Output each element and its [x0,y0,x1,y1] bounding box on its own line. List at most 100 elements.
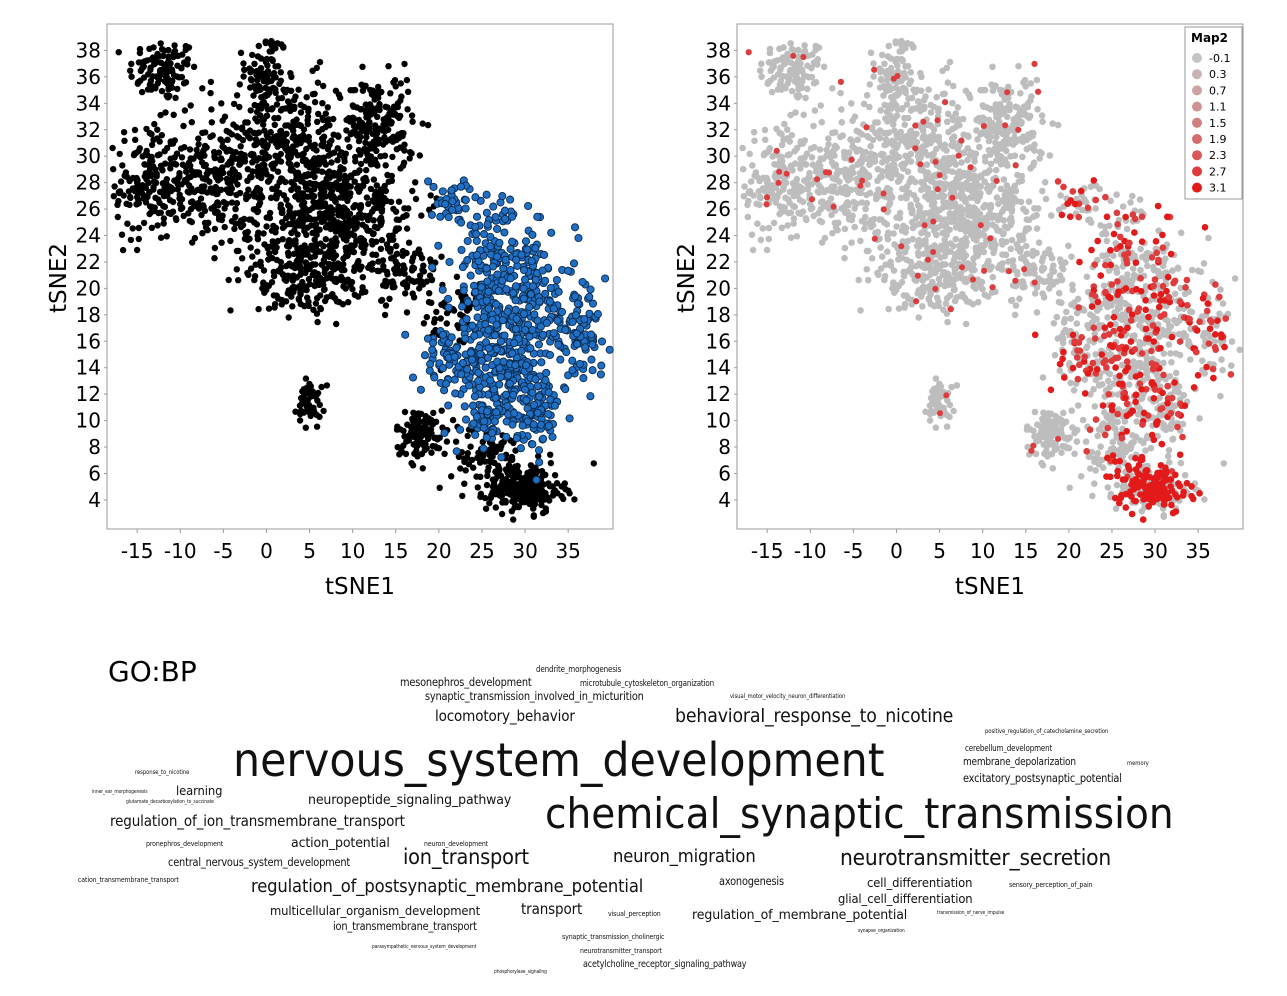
point-selected [480,417,489,426]
point-background [278,296,285,304]
point-background [425,426,432,433]
point-background [221,113,229,120]
point-background [206,178,213,185]
point-background [146,45,153,52]
point-background [410,265,418,272]
point-low-expression [943,118,951,126]
point-background [378,208,385,215]
point-selected [541,376,550,385]
point-background [338,273,345,281]
point-low-expression [753,173,761,181]
point-low-expression [1003,113,1011,121]
point-low-expression [986,120,994,127]
point-background [287,167,294,174]
point-low-expression [808,154,816,161]
point-low-expression [841,225,849,233]
point-background [279,271,286,278]
point-selected [506,274,515,283]
point-background [361,177,368,184]
point-selected [447,186,456,195]
point-selected [484,287,493,296]
point-background [135,224,142,232]
point-background [305,275,313,283]
point-background [443,438,451,445]
point-background [292,137,299,144]
point-background [438,253,445,260]
point-selected [568,356,577,365]
point-selected [578,277,587,287]
point-low-expression [1016,136,1024,144]
point-selected [471,430,480,439]
point-background [190,155,197,162]
point-low-expression [848,216,856,224]
point-background [280,86,287,93]
point-background [539,472,546,480]
point-selected [531,244,540,253]
point-background [255,155,263,162]
point-background [274,155,282,162]
point-background [325,116,332,123]
point-low-expression [848,100,855,107]
point-background [341,266,348,274]
point-low-expression [841,244,849,252]
point-background [492,504,499,511]
point-background [404,106,411,113]
point-low-expression [825,135,832,142]
point-low-expression [907,201,915,209]
point-background [394,443,401,451]
point-low-expression [1041,179,1049,186]
point-selected [458,358,467,368]
point-background [448,473,455,480]
point-selected [508,237,517,246]
point-background [181,177,188,184]
point-background [247,265,255,272]
point-selected [429,338,438,347]
point-background [207,78,215,86]
point-selected [565,414,574,423]
point-low-expression [794,93,801,101]
point-background [181,107,189,114]
point-low-expression [986,134,994,141]
point-low-expression [1002,251,1010,259]
point-background [388,255,395,262]
point-selected [506,244,515,254]
point-background [498,510,506,518]
point-background [179,161,187,168]
point-low-expression [914,202,922,209]
point-low-expression [1020,106,1027,114]
point-selected [488,428,497,437]
point-background [165,57,172,65]
point-background [329,275,336,282]
point-background [257,191,264,198]
point-background [334,207,342,214]
point-background [303,231,310,239]
point-background [427,192,434,199]
point-background [493,468,500,475]
point-low-expression [972,209,980,216]
point-background [146,81,154,88]
point-low-expression [768,185,776,192]
point-background [285,212,293,219]
point-selected [579,374,588,383]
point-background [410,421,417,428]
point-low-expression [810,80,818,87]
point-low-expression [883,108,891,116]
point-background [454,322,461,329]
point-background [426,272,434,279]
point-low-expression [866,81,874,88]
point-background [412,413,419,420]
point-low-expression [787,40,794,47]
point-low-expression [915,212,923,219]
point-background [207,133,214,141]
y-tick-label: 26 [76,197,101,221]
point-background [164,94,171,101]
point-background [232,149,239,156]
point-low-expression [844,177,852,184]
point-background [422,440,429,448]
point-background [476,459,484,466]
point-low-expression [930,150,937,157]
point-background [268,37,275,45]
point-low-expression [868,254,876,262]
point-low-expression [817,102,824,109]
point-background [211,244,219,252]
